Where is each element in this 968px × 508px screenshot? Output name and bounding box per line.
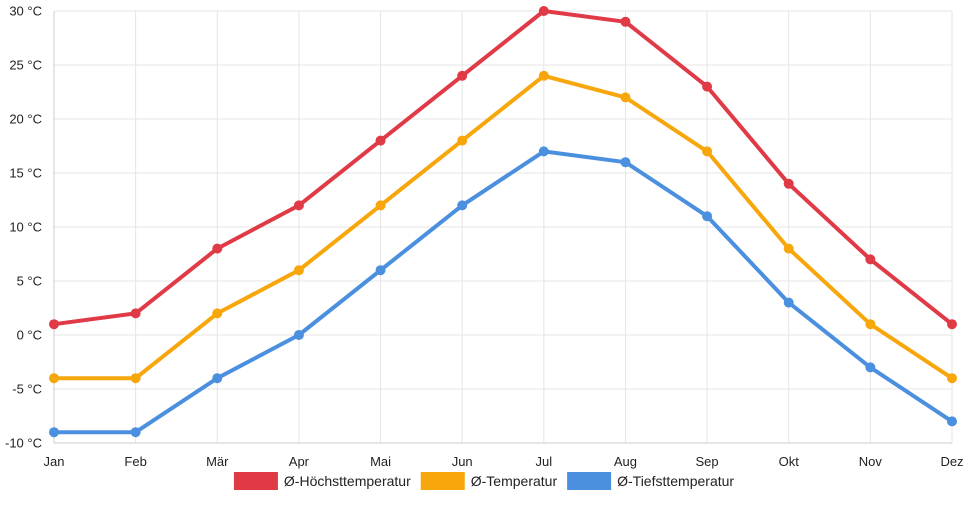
data-point[interactable] — [783, 297, 794, 308]
grid — [53, 10, 953, 443]
data-point[interactable] — [620, 16, 631, 27]
x-tick-label: Okt — [779, 454, 800, 469]
series-line — [52, 9, 954, 327]
legend-label: Ø-Tiefsttemperatur — [617, 473, 734, 489]
y-tick-label: 0 °C — [17, 328, 42, 343]
y-tick-label: 20 °C — [9, 112, 42, 127]
legend-swatch — [233, 472, 278, 490]
data-point[interactable] — [49, 373, 59, 384]
data-point[interactable] — [783, 178, 794, 189]
x-axis-ticks: Jan Feb Mär Apr Mai Jun Jul Aug Sep Okt Nov Dez — [44, 454, 964, 469]
data-point[interactable] — [538, 70, 549, 81]
data-point[interactable] — [702, 146, 713, 157]
x-tick-label: Aug — [614, 454, 637, 469]
x-tick-label: Dez — [940, 454, 963, 469]
x-tick-label: Mär — [206, 454, 229, 469]
legend-item[interactable]: Ø-Tiefsttemperatur — [567, 472, 734, 490]
data-point[interactable] — [620, 92, 631, 103]
x-tick-label: Feb — [124, 454, 146, 469]
data-point[interactable] — [538, 146, 549, 157]
legend-swatch — [420, 472, 465, 490]
legend-label: Ø-Höchsttemperatur — [284, 473, 411, 489]
data-point[interactable] — [947, 373, 957, 384]
x-tick-label: Sep — [696, 454, 719, 469]
data-point[interactable] — [865, 319, 876, 330]
series-line — [52, 149, 954, 435]
x-tick-label: Jan — [44, 454, 65, 469]
x-tick-label: Apr — [289, 454, 310, 469]
data-point[interactable] — [620, 157, 631, 168]
y-tick-label: 30 °C — [9, 4, 42, 19]
y-tick-label: -5 °C — [12, 382, 42, 397]
data-point[interactable] — [293, 330, 304, 340]
data-point[interactable] — [293, 265, 304, 276]
legend-label: Ø-Temperatur — [471, 473, 558, 489]
data-point[interactable] — [947, 416, 957, 427]
axes — [53, 11, 952, 444]
legend-item[interactable]: Ø-Temperatur — [420, 472, 558, 490]
data-point[interactable] — [293, 200, 304, 211]
data-point[interactable] — [783, 243, 794, 254]
data-point[interactable] — [702, 81, 713, 92]
series-2 — [49, 146, 957, 438]
x-tick-label: Jun — [452, 454, 473, 469]
series-0 — [49, 6, 957, 330]
data-point[interactable] — [130, 308, 141, 319]
y-tick-label: 10 °C — [9, 220, 42, 235]
data-point[interactable] — [212, 308, 223, 319]
legend-swatch — [567, 472, 612, 490]
x-tick-label: Jul — [536, 454, 553, 469]
data-point[interactable] — [865, 254, 876, 265]
y-tick-label: 25 °C — [9, 58, 42, 73]
x-tick-label: Mai — [370, 454, 391, 469]
data-point[interactable] — [375, 135, 386, 146]
y-axis-ticks: -10 °C -5 °C 0 °C 5 °C 10 °C 15 °C 20 °C 25 °C 3… — [5, 4, 42, 451]
data-point[interactable] — [947, 319, 957, 330]
data-point[interactable] — [457, 70, 468, 81]
series-line — [52, 73, 954, 381]
y-tick-label: 5 °C — [17, 274, 42, 289]
data-point[interactable] — [702, 211, 713, 222]
data-point[interactable] — [130, 427, 141, 438]
data-point[interactable] — [457, 200, 468, 211]
data-point[interactable] — [538, 6, 549, 16]
series-1 — [49, 70, 957, 384]
data-point[interactable] — [375, 265, 386, 276]
y-tick-label: 15 °C — [9, 166, 42, 181]
data-point[interactable] — [49, 319, 59, 330]
data-point[interactable] — [212, 243, 223, 254]
data-point[interactable] — [49, 427, 59, 438]
legend-item[interactable]: Ø-Höchsttemperatur — [233, 472, 411, 490]
data-point[interactable] — [212, 373, 223, 384]
data-point[interactable] — [375, 200, 386, 211]
x-tick-label: Nov — [859, 454, 883, 469]
data-point[interactable] — [130, 373, 141, 384]
series-lines — [49, 6, 957, 438]
data-point[interactable] — [457, 135, 468, 146]
y-tick-label: -10 °C — [5, 436, 42, 451]
data-point[interactable] — [865, 362, 876, 373]
legend[interactable]: Ø-Höchsttemperatur Ø-Temperatur Ø-Tiefstte… — [233, 472, 734, 490]
